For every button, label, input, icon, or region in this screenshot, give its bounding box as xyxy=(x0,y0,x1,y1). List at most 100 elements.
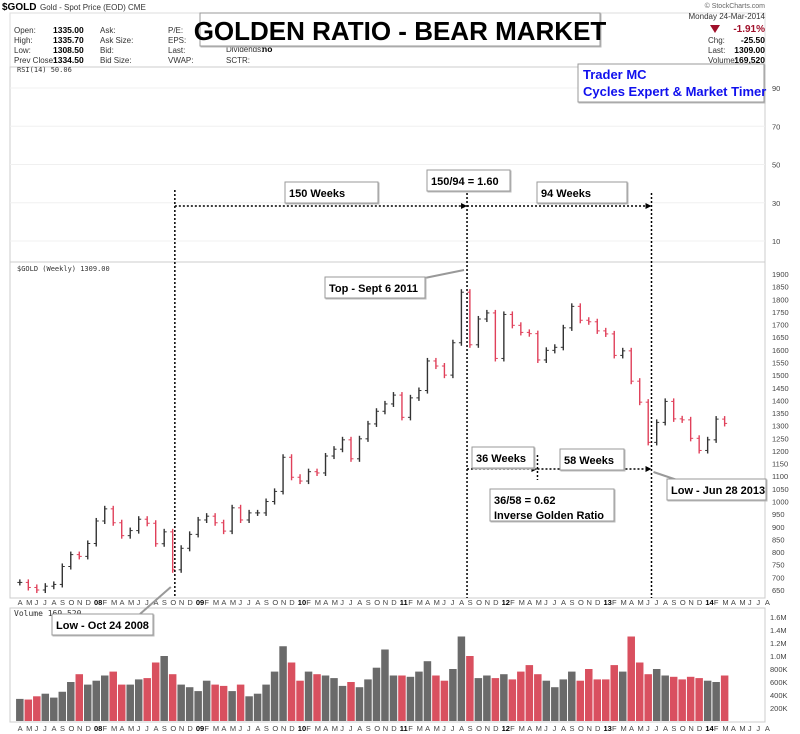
label-ratio-150-94-box xyxy=(426,169,511,192)
price-tick-label: 1250 xyxy=(772,434,789,443)
x-tick-label: A xyxy=(119,598,124,607)
label-inverse-golden-ratio-text: 36/58 = 0.62 xyxy=(494,495,555,507)
x-tick-label: N xyxy=(688,724,693,733)
volume-bar xyxy=(602,679,610,721)
x-tick-label: M xyxy=(26,598,32,607)
arrow-94-weeks-arrowhead-icon xyxy=(645,203,652,209)
x-tick-label: 09 xyxy=(196,724,204,733)
volume-bar xyxy=(194,691,202,721)
x-tick-label: A xyxy=(357,724,362,733)
label-94-weeks-text: 94 Weeks xyxy=(541,188,591,200)
x-tick-label: D xyxy=(391,724,397,733)
x-tick-label: J xyxy=(43,724,47,733)
x-tick-label: S xyxy=(162,598,167,607)
x-tick-label: F xyxy=(714,724,719,733)
x-tick-label: M xyxy=(722,598,728,607)
x-tick-label: O xyxy=(374,724,380,733)
price-tick-label: 1500 xyxy=(772,371,789,380)
x-tick-label: 14 xyxy=(705,724,714,733)
x-tick-label: A xyxy=(52,724,57,733)
x-tick-label: A xyxy=(119,724,124,733)
volume-bar xyxy=(143,678,151,721)
prev-close-label: Prev Close: xyxy=(14,56,55,65)
x-tick-label: D xyxy=(187,724,193,733)
volume-bar xyxy=(483,675,491,721)
x-tick-label: F xyxy=(612,598,617,607)
x-tick-label: M xyxy=(739,724,745,733)
x-tick-label: J xyxy=(756,724,760,733)
price-tick-label: 1850 xyxy=(772,283,789,292)
author-name: Trader MC xyxy=(583,67,647,82)
x-tick-label: O xyxy=(170,724,176,733)
x-tick-label: J xyxy=(646,724,650,733)
price-tick-label: 1100 xyxy=(772,472,788,481)
ask-label: Ask: xyxy=(100,26,116,35)
x-tick-label: J xyxy=(553,724,557,733)
volume-bar xyxy=(270,671,279,721)
x-tick-label: S xyxy=(264,598,269,607)
volume-bar xyxy=(669,676,678,721)
volume-bar xyxy=(262,684,270,721)
price-tick-label: 1350 xyxy=(772,409,789,418)
volume-bar xyxy=(525,665,534,721)
label-inverse-golden-ratio-box xyxy=(489,488,615,522)
volume-bar xyxy=(202,680,211,721)
x-tick-label: J xyxy=(238,724,242,733)
x-tick-label: F xyxy=(306,598,311,607)
price-tick-label: 1400 xyxy=(772,396,789,405)
rsi-tick-label: 50 xyxy=(772,161,780,170)
price-label: $GOLD (Weekly) 1309.00 xyxy=(17,265,110,273)
open-value: 1335.00 xyxy=(53,25,84,35)
x-tick-label: S xyxy=(570,724,575,733)
x-tick-label: M xyxy=(536,598,542,607)
x-tick-label: 08 xyxy=(94,724,102,733)
volume-bar xyxy=(415,671,423,721)
x-tick-label: S xyxy=(264,724,269,733)
volume-bar xyxy=(398,675,406,721)
x-tick-label: J xyxy=(646,598,650,607)
x-tick-label: N xyxy=(383,598,388,607)
x-tick-label: A xyxy=(255,724,260,733)
volume-tick-label: 200K xyxy=(770,704,788,713)
x-tick-label: D xyxy=(86,724,92,733)
volume-bar xyxy=(678,679,686,721)
x-tick-label: M xyxy=(637,598,643,607)
x-tick-label: M xyxy=(620,724,626,733)
price-tick-label: 1550 xyxy=(772,358,789,367)
x-tick-label: N xyxy=(281,598,286,607)
price-tick-label: 1000 xyxy=(772,498,789,507)
x-tick-label: A xyxy=(18,724,23,733)
x-tick-label: A xyxy=(459,598,464,607)
chart-title: GOLDEN RATIO - BEAR MARKET xyxy=(194,16,607,46)
volume-panel xyxy=(9,607,766,723)
last-label: Last: xyxy=(708,46,725,55)
x-tick-label: F xyxy=(204,724,209,733)
x-tick-label: A xyxy=(425,598,430,607)
arrow-58-weeks-arrowhead-icon xyxy=(645,466,652,472)
x-tick-label: A xyxy=(561,724,566,733)
price-tick-label: 1450 xyxy=(772,384,789,393)
price-tick-label: 650 xyxy=(772,586,785,595)
price-tick-label: 850 xyxy=(772,535,785,544)
x-tick-label: D xyxy=(493,598,499,607)
label-low-2008-box xyxy=(51,613,154,636)
volume-bar xyxy=(321,675,330,721)
volume-bar xyxy=(92,680,100,721)
x-tick-label: F xyxy=(714,598,719,607)
ask-size-label: Ask Size: xyxy=(100,36,133,45)
volume-bar xyxy=(712,682,720,721)
price-tick-label: 1800 xyxy=(772,295,789,304)
volume-bar xyxy=(100,675,109,721)
stats-col1: Open: 1335.00 High: 1335.70 Low: 1308.50… xyxy=(14,25,84,65)
high-value: 1335.70 xyxy=(53,35,84,45)
volume-bar xyxy=(627,636,635,721)
x-tick-label: M xyxy=(434,724,440,733)
price-tick-label: 1300 xyxy=(772,422,789,431)
label-36-weeks-text: 36 Weeks xyxy=(476,453,526,465)
price-tick-label: 750 xyxy=(772,561,785,570)
x-tick-label: J xyxy=(654,724,658,733)
x-tick-label: J xyxy=(247,598,251,607)
axis-ticks: 90 70 50 30 10 1900 1850 1800 1750 1700 1650 1600 15… xyxy=(10,84,789,733)
volume-bar xyxy=(41,693,50,721)
label-low-2013-text: Low - Jun 28 2013 xyxy=(671,485,765,497)
